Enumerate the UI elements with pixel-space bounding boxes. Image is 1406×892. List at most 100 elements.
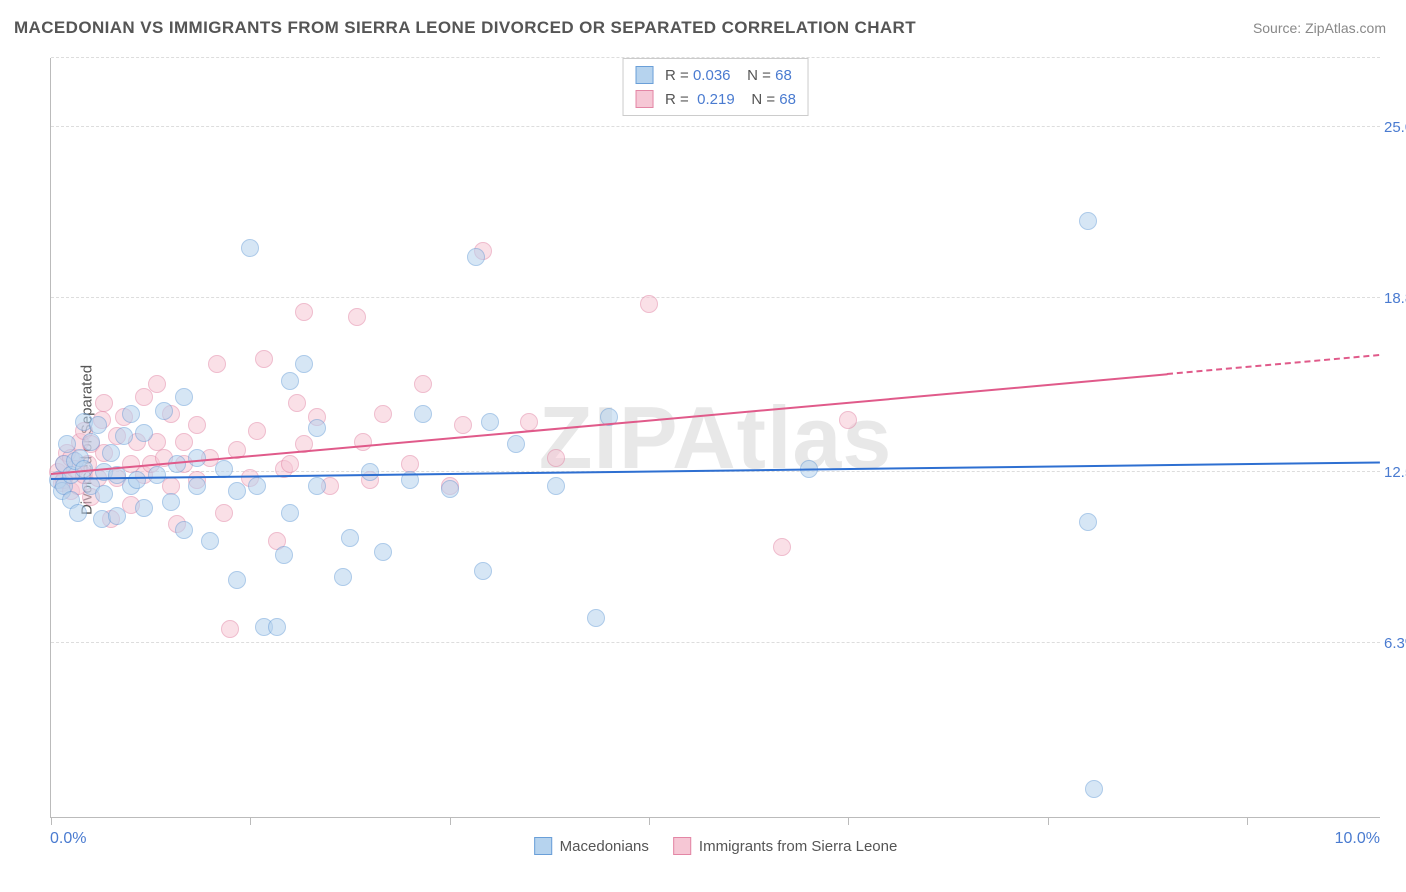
scatter-point (69, 504, 87, 522)
chart-container: MACEDONIAN VS IMMIGRANTS FROM SIERRA LEO… (0, 0, 1406, 892)
scatter-point (95, 485, 113, 503)
scatter-point (587, 609, 605, 627)
scatter-point (248, 477, 266, 495)
scatter-point (281, 455, 299, 473)
stat-value: 0.036 (693, 67, 731, 84)
series-legend: Macedonians Immigrants from Sierra Leone (534, 837, 898, 855)
scatter-point (228, 571, 246, 589)
scatter-point (839, 411, 857, 429)
legend-swatch-icon (635, 66, 653, 84)
scatter-point (241, 239, 259, 257)
scatter-point (308, 477, 326, 495)
legend-swatch-icon (635, 90, 653, 108)
scatter-point (102, 444, 120, 462)
x-tick (51, 817, 52, 825)
legend-label: Immigrants from Sierra Leone (699, 838, 897, 855)
scatter-point (128, 471, 146, 489)
scatter-point (1079, 513, 1097, 531)
scatter-point (374, 405, 392, 423)
scatter-point (135, 388, 153, 406)
scatter-point (228, 482, 246, 500)
x-tick (649, 817, 650, 825)
stat-label: N = (735, 67, 775, 84)
scatter-point (275, 546, 293, 564)
gridline (51, 126, 1380, 127)
y-tick-label: 6.3% (1384, 635, 1406, 652)
gridline (51, 642, 1380, 643)
scatter-point (547, 477, 565, 495)
scatter-point (348, 308, 366, 326)
scatter-point (208, 355, 226, 373)
scatter-point (414, 405, 432, 423)
scatter-point (115, 427, 133, 445)
scatter-point (188, 449, 206, 467)
scatter-point (175, 433, 193, 451)
scatter-point (288, 394, 306, 412)
y-tick-label: 12.5% (1384, 464, 1406, 481)
scatter-point (308, 419, 326, 437)
scatter-point (1079, 212, 1097, 230)
trend-line (51, 373, 1168, 475)
scatter-point (268, 618, 286, 636)
scatter-point (215, 504, 233, 522)
scatter-point (467, 248, 485, 266)
scatter-point (334, 568, 352, 586)
x-axis-min-label: 0.0% (50, 830, 86, 848)
legend-stat: R = 0.036 N = 68 (665, 67, 792, 84)
scatter-point (507, 435, 525, 453)
x-tick (250, 817, 251, 825)
scatter-point (201, 532, 219, 550)
correlation-legend: R = 0.036 N = 68 R = 0.219 N = 68 (622, 58, 809, 116)
stat-label: N = (739, 91, 779, 108)
scatter-point (281, 504, 299, 522)
stat-value: 68 (775, 67, 792, 84)
legend-item: Immigrants from Sierra Leone (673, 837, 897, 855)
scatter-point (148, 375, 166, 393)
scatter-point (188, 416, 206, 434)
scatter-point (188, 477, 206, 495)
scatter-point (374, 543, 392, 561)
scatter-point (354, 433, 372, 451)
stat-label: R = (665, 91, 697, 108)
scatter-point (248, 422, 266, 440)
scatter-point (148, 466, 166, 484)
stat-value: 68 (779, 91, 796, 108)
scatter-point (295, 355, 313, 373)
scatter-point (155, 402, 173, 420)
y-tick-label: 18.8% (1384, 290, 1406, 307)
trend-line (1167, 354, 1380, 375)
scatter-point (481, 413, 499, 431)
chart-title: MACEDONIAN VS IMMIGRANTS FROM SIERRA LEO… (14, 18, 916, 38)
x-tick (1048, 817, 1049, 825)
scatter-point (474, 562, 492, 580)
gridline (51, 297, 1380, 298)
source-attribution: Source: ZipAtlas.com (1253, 20, 1386, 36)
legend-row: R = 0.036 N = 68 (635, 63, 796, 87)
scatter-point (454, 416, 472, 434)
stat-value: 0.219 (697, 91, 735, 108)
scatter-point (547, 449, 565, 467)
x-tick (1247, 817, 1248, 825)
scatter-point (175, 521, 193, 539)
scatter-point (640, 295, 658, 313)
plot-area: ZIPAtlas R = 0.036 N = 68 R = 0.219 N = … (50, 58, 1380, 818)
legend-swatch-icon (534, 837, 552, 855)
legend-row: R = 0.219 N = 68 (635, 87, 796, 111)
scatter-point (414, 375, 432, 393)
x-tick (450, 817, 451, 825)
scatter-point (773, 538, 791, 556)
scatter-point (401, 455, 419, 473)
scatter-point (341, 529, 359, 547)
scatter-point (255, 350, 273, 368)
scatter-point (281, 372, 299, 390)
legend-label: Macedonians (560, 838, 649, 855)
scatter-point (221, 620, 239, 638)
scatter-point (122, 405, 140, 423)
scatter-point (135, 424, 153, 442)
y-tick-label: 25.0% (1384, 119, 1406, 136)
scatter-point (89, 416, 107, 434)
x-tick (848, 817, 849, 825)
scatter-point (93, 510, 111, 528)
x-axis-max-label: 10.0% (1335, 830, 1380, 848)
legend-stat: R = 0.219 N = 68 (665, 91, 796, 108)
